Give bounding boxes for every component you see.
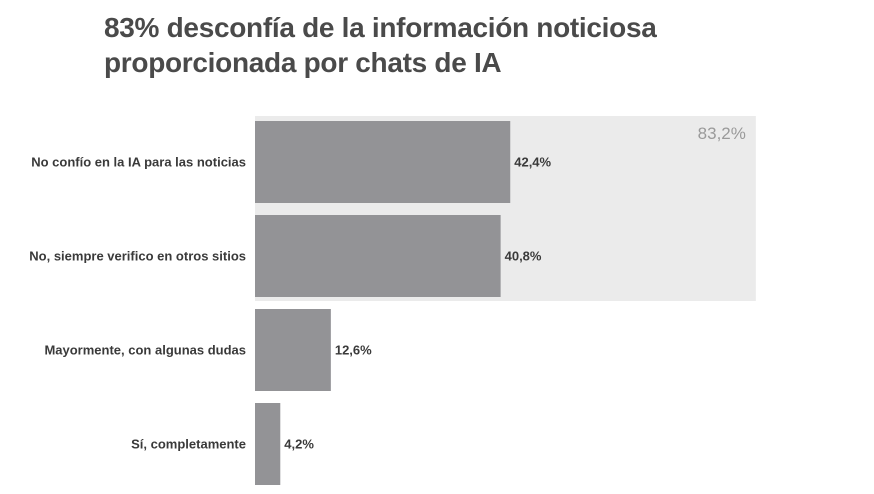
category-label: Mayormente, con algunas dudas [44, 343, 246, 358]
category-label: No confío en la IA para las noticias [31, 155, 246, 170]
value-label: 4,2% [284, 437, 314, 452]
bar [255, 309, 331, 391]
bar [255, 121, 511, 203]
chart-title: 83% desconfía de la información noticios… [104, 10, 804, 80]
value-label: 42,4% [514, 155, 551, 170]
value-label: 12,6% [335, 343, 372, 358]
category-label: Sí, completamente [131, 437, 246, 452]
chart-title-line-2: proporcionada por chats de IA [104, 47, 502, 78]
category-label: No, siempre verifico en otros sitios [29, 249, 246, 264]
bar [255, 215, 501, 297]
value-label: 40,8% [505, 249, 542, 264]
bar [255, 403, 281, 485]
highlight-band-label: 83,2% [698, 124, 746, 143]
chart-title-line-1: 83% desconfía de la información noticios… [104, 12, 657, 43]
